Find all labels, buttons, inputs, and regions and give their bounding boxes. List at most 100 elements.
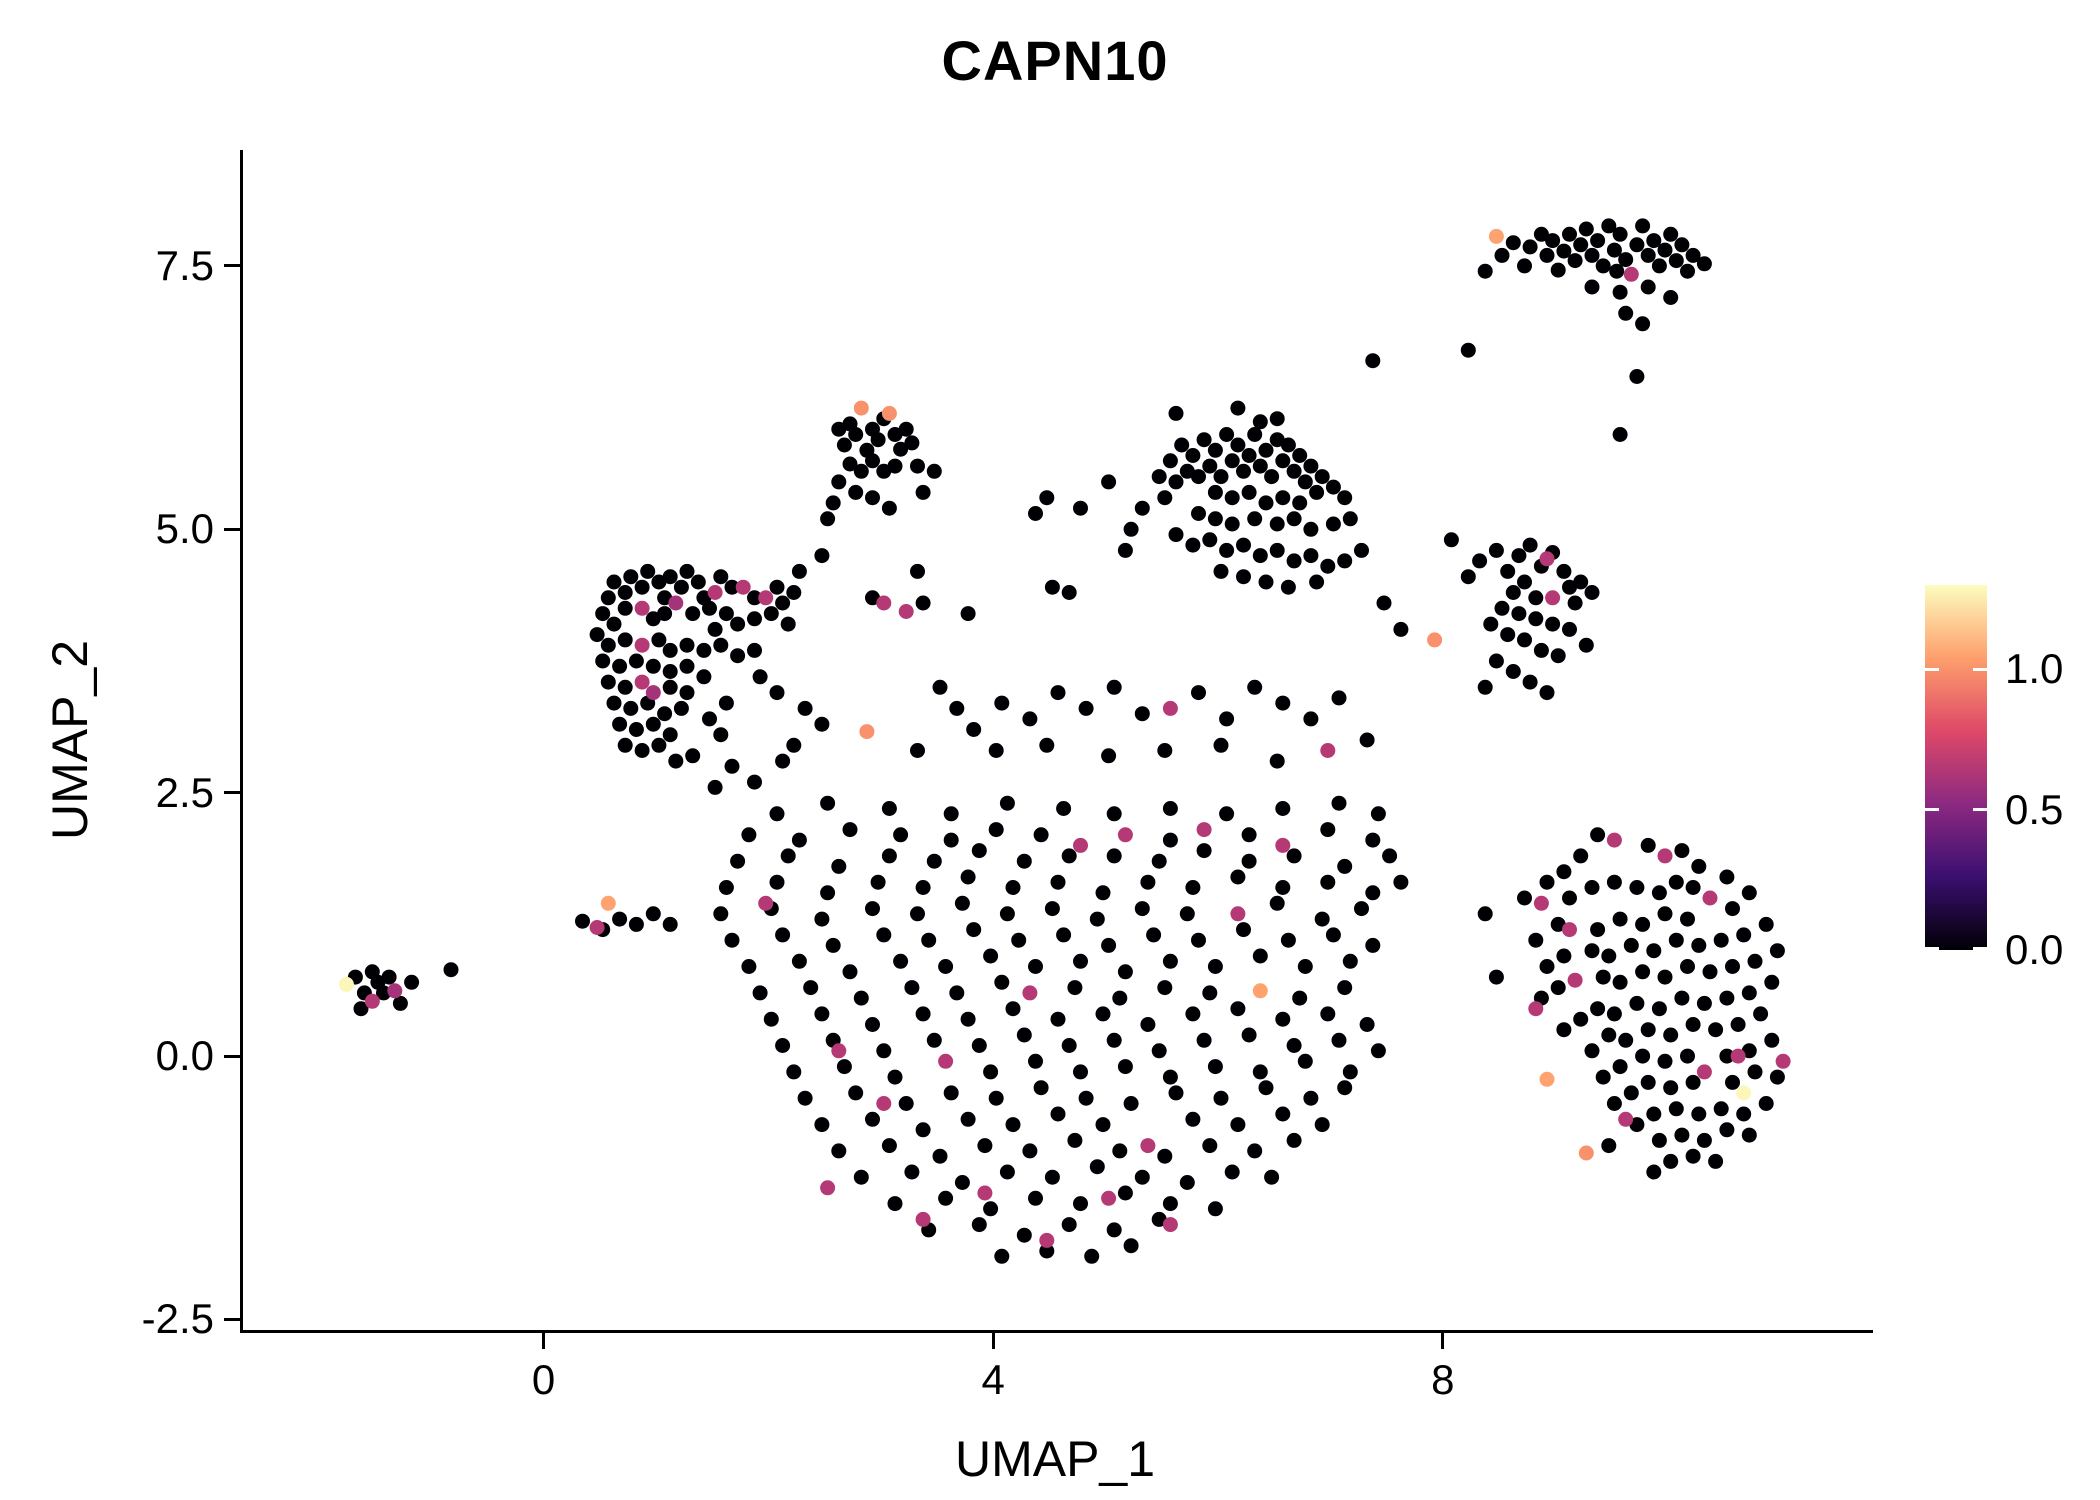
data-point [898,421,914,437]
data-point [876,927,892,943]
data-point [628,722,644,737]
data-point [831,1043,847,1059]
data-point [797,700,813,716]
data-point [910,743,925,758]
data-point [1061,848,1077,864]
data-point [1022,711,1038,727]
data-point [1157,490,1173,506]
data-point [1533,226,1549,242]
x-tick-mark [542,1333,546,1349]
data-point [1050,874,1066,890]
data-point [1258,1080,1274,1096]
data-point [1134,1169,1150,1185]
data-point [769,685,785,701]
y-tick-label: 5.0 [155,505,214,553]
data-point [1359,1017,1375,1032]
data-point [1056,801,1072,816]
data-point [718,880,734,895]
data-point [876,1043,892,1059]
data-point [988,1090,1004,1106]
data-point [1775,1053,1791,1069]
data-point [1567,595,1583,611]
data-point [1028,1053,1043,1069]
data-point [1668,253,1684,269]
data-point [702,711,717,727]
data-point [1297,959,1313,974]
data-point [713,569,729,585]
data-point [1573,848,1589,864]
data-point [1595,258,1611,274]
data-point [915,880,931,895]
data-point [1286,463,1302,479]
x-axis-label: UMAP_1 [954,1431,1156,1487]
data-point [645,716,661,732]
data-point [575,913,590,929]
data-point [617,679,633,695]
data-point [1050,1106,1066,1122]
data-point [1309,484,1325,500]
data-point [926,463,942,479]
data-point [994,974,1010,990]
data-point [1101,1190,1117,1206]
data-point [1657,1053,1673,1069]
data-point [1635,316,1651,332]
data-point [1224,453,1240,469]
data-point [1618,305,1634,321]
data-point [606,574,622,590]
data-point [820,795,836,811]
data-point [1505,664,1521,679]
data-point [1365,937,1381,953]
data-point [814,911,830,927]
data-point [1331,690,1347,706]
data-point [887,1196,903,1212]
data-point [831,858,847,874]
data-point [1573,1011,1589,1027]
data-point [1252,458,1268,474]
data-point [1230,400,1246,416]
data-point [645,906,661,922]
data-point [662,679,678,695]
data-point [1044,1169,1060,1185]
plot-area [240,150,1873,1333]
data-point [1609,263,1625,279]
data-point [1533,642,1549,658]
data-point [662,642,678,658]
data-point [1680,911,1695,927]
data-point [1477,263,1493,279]
data-point [1207,1059,1223,1075]
data-point [1117,1185,1133,1201]
scatter-points-canvas [338,218,1791,1264]
data-point [668,595,684,611]
data-point [831,421,847,437]
data-point [696,669,712,685]
y-tick-mark [224,264,240,268]
data-point [1185,537,1201,553]
data-point [1505,235,1521,251]
data-point [1275,695,1291,711]
data-point [1685,1017,1701,1032]
data-point [1230,1117,1246,1133]
data-point [1365,832,1381,848]
data-point [1174,437,1190,453]
data-point [679,658,695,674]
data-point [1623,266,1639,282]
data-point [1663,290,1679,305]
data-point [1084,1248,1100,1264]
data-point [1736,1085,1752,1101]
data-point [662,916,678,932]
data-point [1370,806,1386,822]
data-point [1005,880,1021,895]
data-point [1736,927,1752,943]
data-point [1488,228,1504,244]
data-point [1337,1080,1353,1096]
data-point [1629,369,1645,384]
data-point [1606,1096,1622,1111]
data-point [1539,959,1555,974]
data-point [1151,1043,1167,1059]
data-point [1365,885,1381,901]
data-point [1241,484,1257,500]
data-point [853,1169,869,1185]
data-point [376,985,391,1001]
data-point [775,1038,791,1053]
data-point [1539,1071,1555,1087]
